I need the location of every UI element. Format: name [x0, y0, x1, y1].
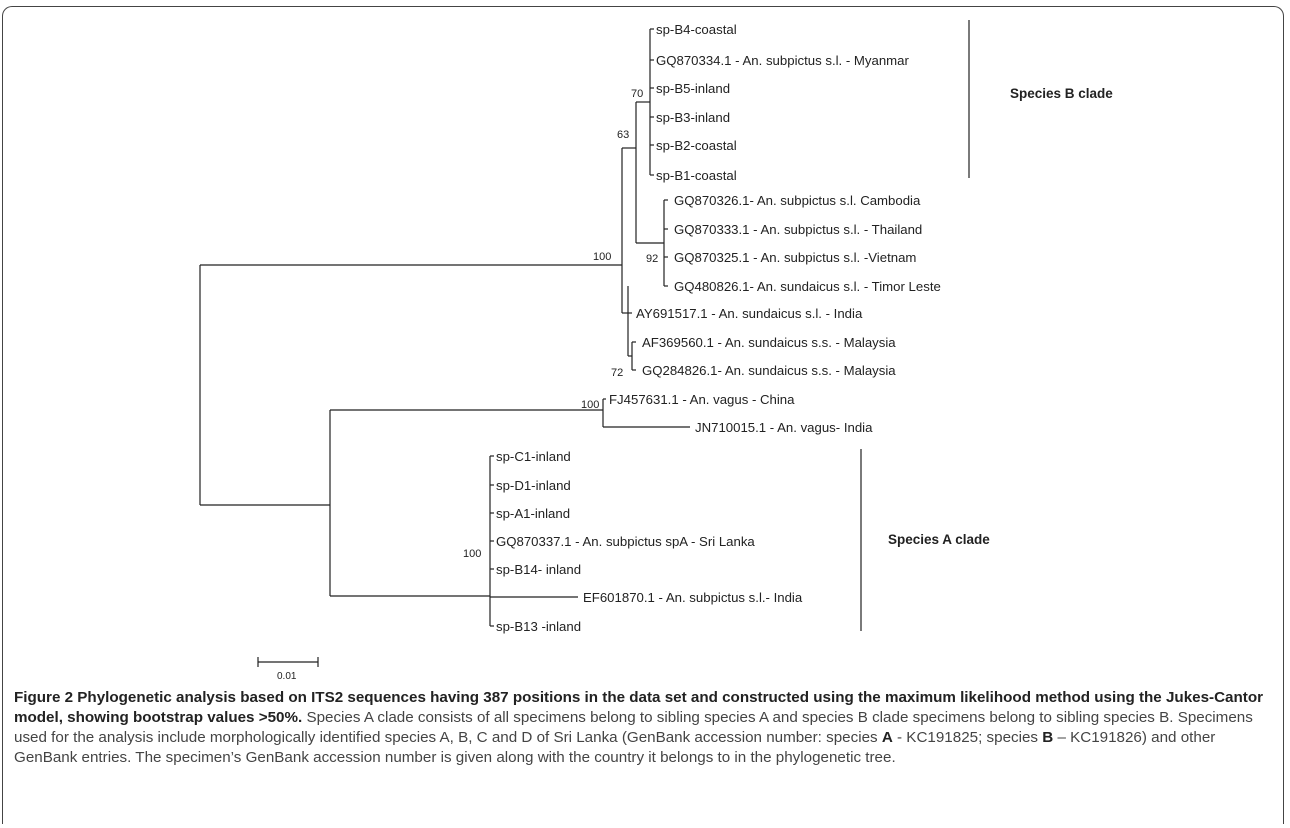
caption-text: - KC191825; species: [892, 729, 1043, 746]
leaf-label: GQ870326.1- An. subpictus s.l. Cambodia: [674, 193, 921, 208]
leaf-label: GQ284826.1- An. sundaicus s.s. - Malaysi…: [642, 363, 896, 378]
bootstrap-value: 100: [463, 548, 481, 560]
bootstrap-value: 100: [581, 399, 599, 411]
leaf-label: sp-D1-inland: [496, 478, 571, 493]
clade-label-b: Species B clade: [1010, 86, 1113, 101]
bootstrap-value: 100: [593, 251, 611, 263]
leaf-label: sp-B3-inland: [656, 110, 730, 125]
caption-species-a: A: [881, 729, 893, 746]
leaf-label: GQ480826.1- An. sundaicus s.l. - Timor L…: [674, 279, 941, 294]
caption-text: – KC191826) and other GenBank entries. T…: [14, 729, 1216, 766]
bootstrap-value: 70: [631, 88, 643, 100]
leaf-label: AY691517.1 - An. sundaicus s.l. - India: [636, 306, 863, 321]
leaf-label: AF369560.1 - An. sundaicus s.s. - Malays…: [642, 335, 896, 350]
leaf-label: sp-B13 -inland: [496, 619, 581, 634]
leaf-label: sp-C1-inland: [496, 449, 571, 464]
leaf-label: sp-B14- inland: [496, 562, 581, 577]
caption-text: Species A clade consists of all specimen…: [14, 709, 1253, 746]
caption-title: Figure 2 Phylogenetic analysis based on …: [14, 689, 1264, 726]
phylogenetic-tree: sp-B4-coastal GQ870334.1 - An. subpictus…: [199, 20, 1113, 680]
leaf-label: GQ870337.1 - An. subpictus spA - Sri Lan…: [496, 534, 755, 549]
figure-caption: Figure 2 Phylogenetic analysis based on …: [14, 688, 1276, 768]
leaf-label: GQ870334.1 - An. subpictus s.l. - Myanma…: [656, 53, 909, 68]
bootstrap-value: 72: [611, 367, 623, 379]
clade-label-a: Species A clade: [888, 532, 990, 547]
leaf-label: GQ870325.1 - An. subpictus s.l. -Vietnam: [674, 250, 916, 265]
leaf-label: sp-B4-coastal: [656, 22, 737, 37]
leaf-label: sp-B2-coastal: [656, 138, 737, 153]
leaf-label: sp-B5-inland: [656, 81, 730, 96]
caption-species-b: B: [1042, 729, 1054, 746]
leaf-label: EF601870.1 - An. subpictus s.l.- India: [583, 590, 803, 605]
bootstrap-value: 92: [646, 253, 658, 265]
leaf-label: sp-B1-coastal: [656, 168, 737, 183]
leaf-label: FJ457631.1 - An. vagus - China: [609, 392, 795, 407]
leaf-label: GQ870333.1 - An. subpictus s.l. - Thaila…: [674, 222, 922, 237]
leaf-label: sp-A1-inland: [496, 506, 570, 521]
figure-frame: [2, 6, 1284, 824]
leaf-label: JN710015.1 - An. vagus- India: [695, 420, 873, 435]
scale-label: 0.01: [277, 671, 297, 680]
bootstrap-value: 63: [617, 129, 629, 141]
